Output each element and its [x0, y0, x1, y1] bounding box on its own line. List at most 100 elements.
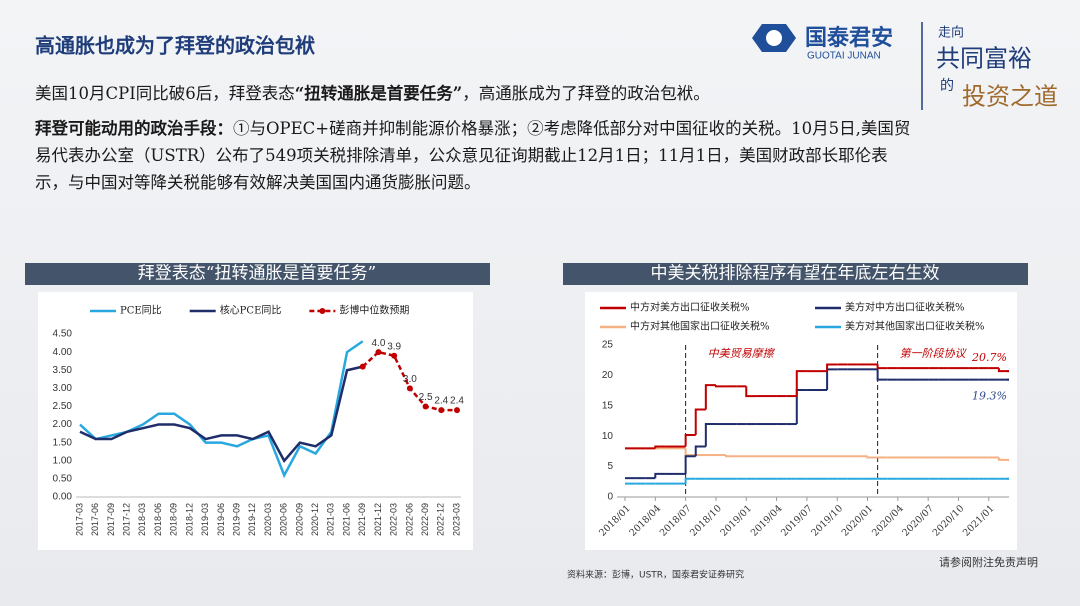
x-tick-label: 2020-09: [294, 503, 304, 536]
step-segment: [997, 368, 1009, 373]
step-segment: [876, 369, 888, 381]
x-tick-label: 2018-03: [137, 503, 147, 536]
logo-icon: [752, 24, 796, 52]
y-tick-label: 2.00: [53, 419, 73, 430]
y-tick-label: 3.00: [53, 383, 73, 394]
step-segment: [654, 472, 666, 479]
x-tick-label: 2021-09: [357, 503, 367, 536]
legend-label: 中方对其他国家出口征收关税%: [630, 320, 770, 333]
logo-name: 国泰君安: [805, 25, 893, 51]
marker: [422, 403, 429, 410]
event-label: 第一阶段协议: [900, 347, 968, 360]
x-tick-label: 2022-09: [420, 503, 430, 536]
data-label: 4.0: [372, 338, 386, 349]
source: 资料来源：彭博，USTR，国泰君安证券研究: [567, 569, 744, 581]
x-tick-label: 2020-06: [279, 503, 289, 536]
logo-name-en: GUOTAI JUNAN: [807, 51, 881, 62]
data-label: 3.9: [387, 341, 401, 352]
y-tick-label: 3.50: [53, 365, 73, 376]
x-tick-label: 2017-06: [90, 503, 100, 536]
chart-panel: [38, 292, 473, 550]
step-segment: [745, 386, 757, 398]
x-tick-label: 2022-06: [404, 503, 414, 536]
y-tick-label: 1.00: [53, 455, 73, 466]
x-tick-label: 2021-03: [326, 503, 336, 536]
chart-panel: [585, 292, 1017, 550]
step-segment: [997, 457, 1009, 461]
y-tick-label: 0.00: [53, 492, 73, 503]
legend-label: 美方对其他国家出口征收关税%: [845, 320, 985, 333]
data-label: 20.7%: [971, 351, 1007, 364]
x-tick-label: 2019-09: [231, 503, 241, 536]
step-segment: [694, 408, 706, 435]
x-tick-label: 2017-12: [122, 503, 132, 536]
emphasis: “扭转通胀是首要任务”: [294, 84, 463, 103]
x-tick-label: 2019-03: [200, 503, 210, 536]
step-segment: [684, 448, 696, 457]
y-tick-label: 0.50: [53, 474, 73, 485]
marker: [406, 385, 413, 392]
x-tick-label: 2020-03: [263, 503, 273, 536]
emphasis: 拜登可能动用的政治手段：: [35, 119, 233, 138]
data-label: 19.3%: [972, 390, 1007, 403]
panel-header-text: 中美关税排除程序有望在年底左右生效: [651, 264, 940, 284]
x-tick-label: 2020-12: [310, 503, 320, 536]
x-tick-label: 2018-12: [184, 503, 194, 536]
paragraph: 美国10月CPI同比破6后，拜登表态“扭转通胀是首要任务”，高通胀成为了拜登的政…: [35, 80, 710, 104]
x-tick-label: 2022-12: [436, 503, 446, 536]
marker: [375, 349, 382, 356]
line: [79, 365, 364, 463]
legend-label: 彭博中位数预期: [339, 304, 409, 317]
slogan: 投资之道: [962, 83, 1058, 111]
legend-label: 美方对中方出口征收关税%: [845, 301, 965, 314]
y-tick-label: 4.50: [53, 329, 73, 340]
data-label: 2.4: [434, 396, 448, 407]
x-tick-label: 2021-12: [373, 503, 383, 536]
x-tick-label: 2019-12: [247, 503, 257, 536]
data-label: 3.0: [403, 374, 417, 385]
x-tick-label: 2017-09: [106, 503, 116, 536]
text: ①与OPEC+磋商并抑制能源价格暴涨；②考虑降低部分对中国征收的关税。10月5日…: [35, 119, 911, 192]
marker: [391, 352, 398, 359]
marker: [359, 363, 366, 370]
x-tick-label: 2019-06: [216, 503, 226, 536]
slogan: 的: [940, 78, 954, 94]
step-segment: [694, 445, 706, 457]
y-tick-label: 5: [607, 461, 613, 472]
slide-title: 高通胀也成为了拜登的政治包袱: [35, 34, 315, 58]
x-tick-label: 2018-06: [153, 503, 163, 536]
step-segment: [704, 423, 716, 447]
legend-label: PCE同比: [120, 305, 162, 317]
y-tick-label: 15: [602, 400, 614, 411]
step-segment: [866, 456, 878, 459]
y-tick-label: 20: [602, 370, 614, 381]
step-segment: [684, 433, 696, 447]
data-label: 2.5: [419, 392, 433, 403]
disclaimer: 请参阅附注免责声明: [939, 555, 1038, 569]
step-segment: [714, 385, 727, 388]
step-segment: [725, 455, 737, 458]
y-tick-label: 4.00: [53, 347, 73, 358]
marker: [438, 407, 445, 414]
y-tick-label: 2.50: [53, 401, 73, 412]
x-tick-label: 2021-06: [341, 503, 351, 536]
event-label: 中美贸易摩擦: [708, 347, 776, 360]
step-segment: [826, 363, 838, 372]
step-segment: [704, 384, 716, 410]
legend-marker: [319, 308, 326, 314]
step-segment: [876, 364, 888, 370]
text: 美国10月CPI同比破6后，拜登表态: [35, 84, 295, 103]
step-segment: [684, 477, 696, 484]
paragraph: 拜登可能动用的政治手段：①与OPEC+磋商并抑制能源价格暴涨；②考虑降低部分对中…: [35, 115, 915, 196]
slogan: 共同富裕: [936, 45, 1032, 73]
panel-header-text: 拜登表态“扭转通胀是首要任务”: [138, 264, 376, 284]
legend-label: 中方对美方出口征收关税%: [630, 301, 750, 314]
x-tick-label: 2023-03: [451, 503, 461, 536]
y-tick-label: 10: [602, 431, 614, 442]
step-segment: [684, 455, 696, 474]
x-tick-label: 2017-03: [74, 503, 84, 536]
legend-label: 核心PCE同比: [220, 304, 282, 317]
step-segment: [654, 445, 666, 449]
